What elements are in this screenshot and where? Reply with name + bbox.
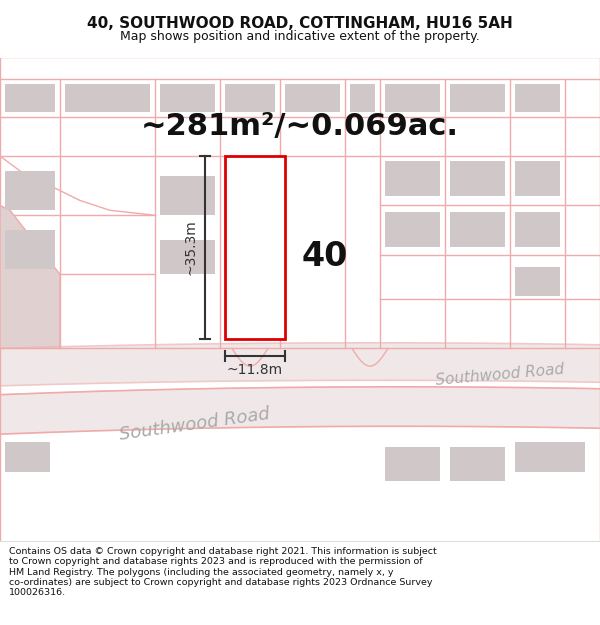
Text: ~11.8m: ~11.8m (227, 363, 283, 377)
Bar (515, 266, 560, 296)
Bar (225, 156, 285, 339)
Bar (160, 240, 215, 274)
Text: 40: 40 (302, 240, 348, 273)
Bar (450, 161, 505, 196)
Bar (5, 171, 55, 211)
Bar (350, 84, 375, 112)
Text: ~281m²/~0.069ac.: ~281m²/~0.069ac. (141, 112, 459, 141)
Bar (385, 213, 440, 247)
Bar (450, 213, 505, 247)
Text: ~35.3m: ~35.3m (184, 219, 198, 275)
Bar (225, 84, 275, 112)
Bar (515, 161, 560, 196)
Bar (285, 84, 340, 112)
Bar (5, 230, 55, 269)
Bar (5, 84, 55, 112)
Bar (160, 176, 215, 215)
Bar (515, 213, 560, 247)
Bar (5, 442, 50, 472)
Bar (385, 84, 440, 112)
Bar (160, 84, 215, 112)
Bar (450, 84, 505, 112)
Text: Southwood Road: Southwood Road (119, 405, 271, 444)
Text: 40, SOUTHWOOD ROAD, COTTINGHAM, HU16 5AH: 40, SOUTHWOOD ROAD, COTTINGHAM, HU16 5AH (87, 16, 513, 31)
Bar (385, 161, 440, 196)
Text: Map shows position and indicative extent of the property.: Map shows position and indicative extent… (120, 30, 480, 43)
Bar (65, 84, 150, 112)
Bar (515, 442, 585, 472)
Bar (515, 84, 560, 112)
Text: Contains OS data © Crown copyright and database right 2021. This information is : Contains OS data © Crown copyright and d… (9, 547, 437, 598)
Text: Southwood Road: Southwood Road (435, 362, 565, 388)
Polygon shape (0, 206, 60, 348)
Bar (385, 447, 440, 481)
Bar (450, 447, 505, 481)
